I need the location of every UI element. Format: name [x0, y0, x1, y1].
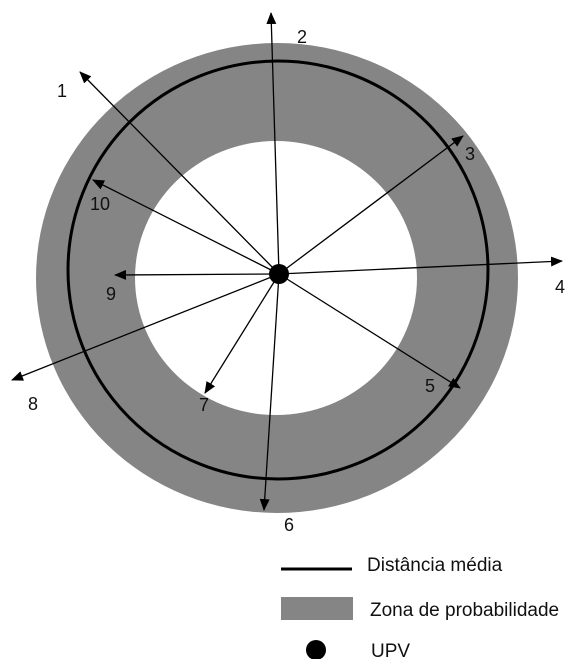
ray-5-arrow: [278, 273, 461, 389]
ray-label-6: 6: [284, 515, 294, 535]
legend-upv-label: UPV: [371, 641, 410, 659]
gray-rectangle-icon: [281, 597, 353, 620]
legend-probability-zone-label: Zona de probabilidade: [370, 600, 559, 621]
mean-distance-circle: [66, 59, 490, 481]
rays: [11, 12, 563, 511]
ray-4-arrow: [278, 256, 563, 275]
ray-label-10: 10: [90, 194, 110, 214]
ray-1-arrow: [79, 71, 280, 275]
ray-8-arrow: [11, 273, 280, 381]
ray-2-arrow: [266, 12, 280, 275]
ray-label-1: 1: [57, 81, 67, 101]
ray-label-3: 3: [465, 144, 475, 164]
ray-6-arrow: [259, 273, 280, 511]
upv-dot: [269, 264, 289, 284]
ray-label-4: 4: [555, 277, 565, 297]
legend: Distância média Zona de probabilidade UP…: [281, 555, 559, 659]
ray-labels: 1 2 3 4 5 6 7 8 9 10: [28, 27, 565, 535]
ray-7-arrow: [204, 273, 280, 394]
ray-9-arrow: [114, 269, 280, 280]
legend-mean-distance-label: Distância média: [367, 555, 503, 576]
ray-label-2: 2: [297, 27, 307, 47]
ray-10-arrow: [92, 179, 280, 275]
ray-3-arrow: [278, 135, 464, 275]
ray-label-5: 5: [425, 376, 435, 396]
ray-label-9: 9: [106, 284, 116, 304]
ray-label-8: 8: [28, 394, 38, 414]
black-dot-icon: [306, 640, 326, 659]
ray-label-7: 7: [199, 395, 209, 415]
